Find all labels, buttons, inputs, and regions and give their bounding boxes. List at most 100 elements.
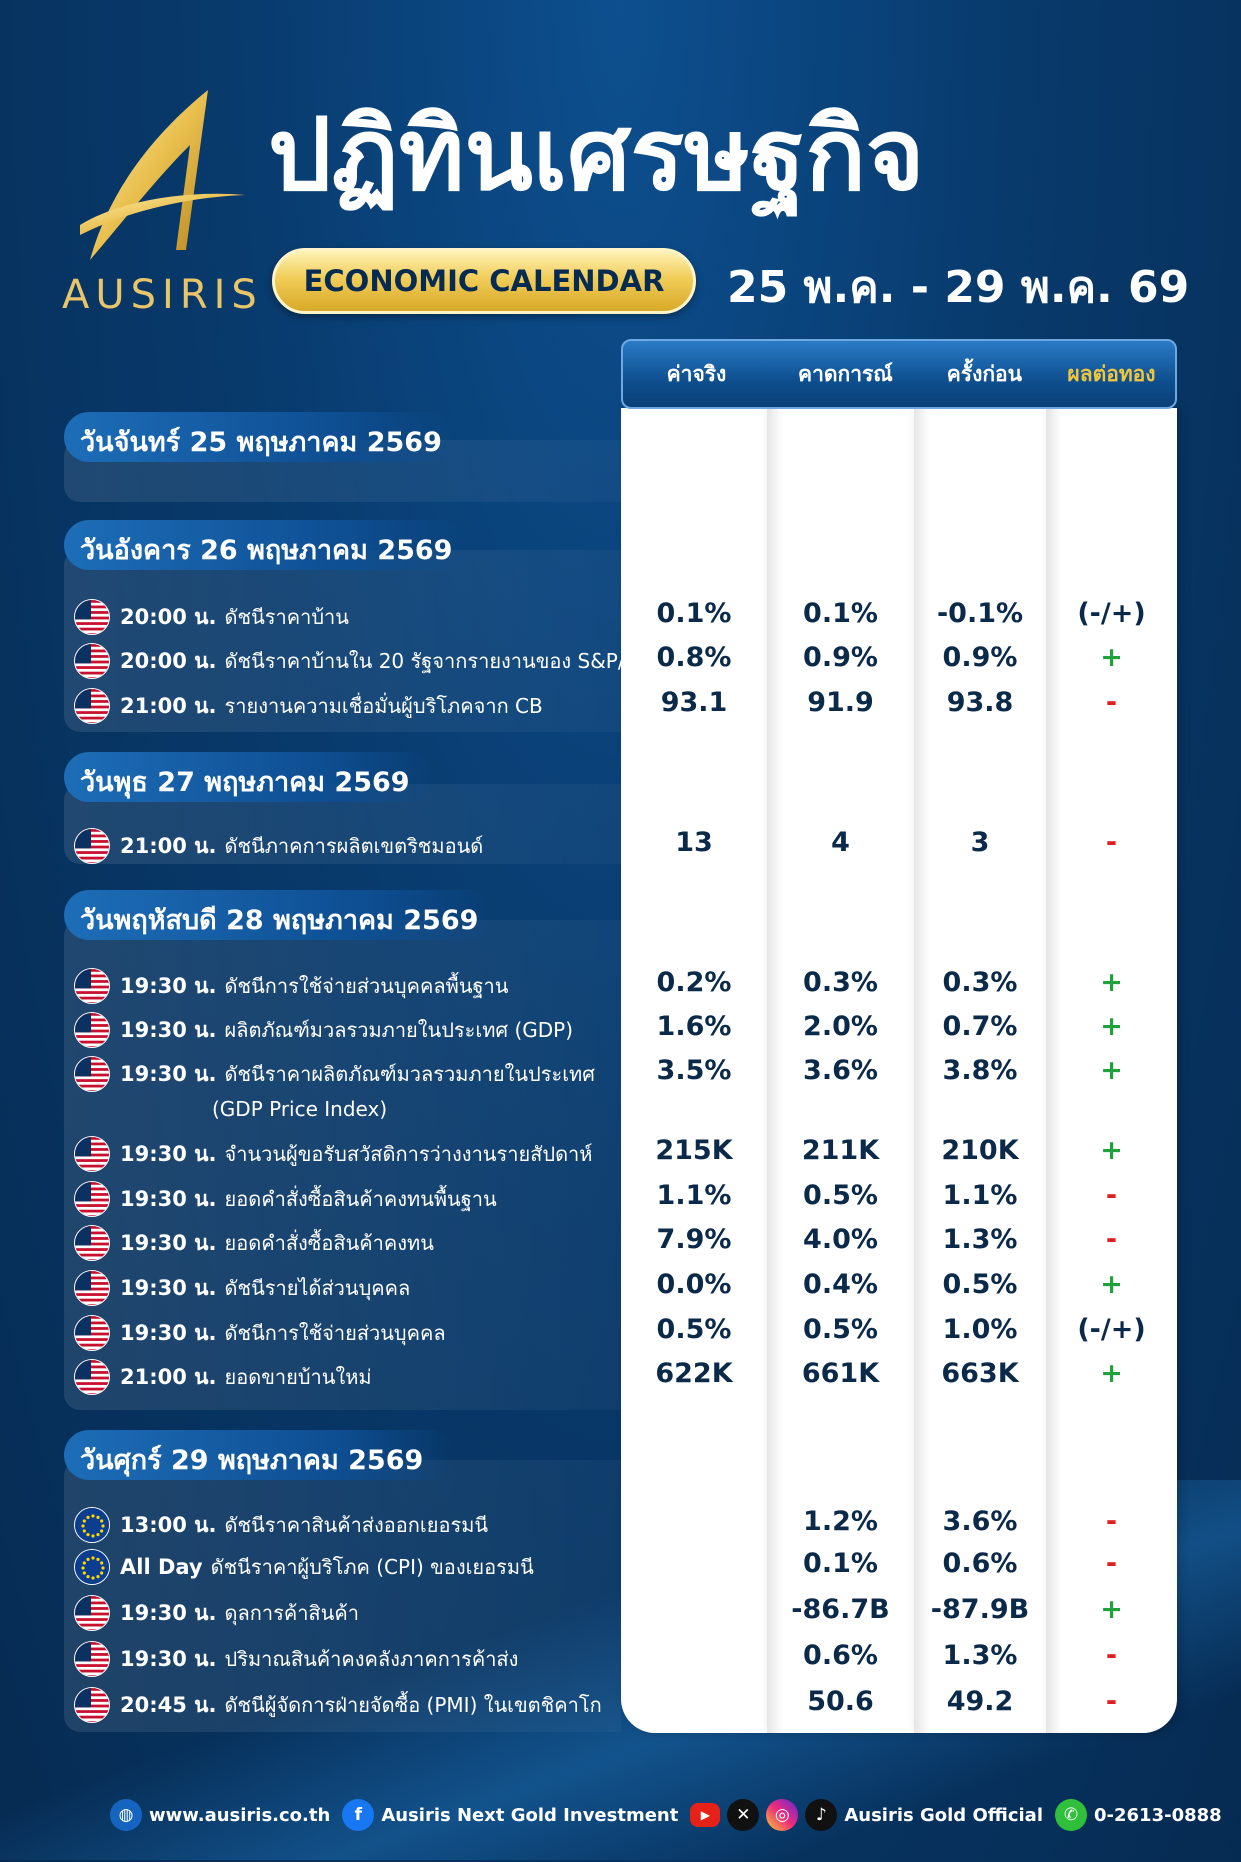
event-time: 21:00 น.: [120, 693, 217, 718]
event-time: 20:00 น.: [120, 604, 217, 629]
actual-value: 1.6%: [656, 1011, 732, 1042]
event-name: ยอดขายบ้านใหม่: [224, 1365, 372, 1389]
previous-value: 0.7%: [942, 1011, 1018, 1042]
forecast-value: 211K: [801, 1135, 880, 1166]
impact-value: +: [1100, 967, 1123, 998]
event-name: ดัชนีราคาสินค้าส่งออกเยอรมนี: [224, 1513, 489, 1537]
actual-value: 0.1%: [656, 598, 732, 629]
forecast-value: 1.2%: [803, 1506, 878, 1537]
previous-value: 0.3%: [942, 967, 1018, 998]
impact-value: +: [1100, 642, 1123, 673]
event-row: All Day ดัชนีราคาผู้บริโภค (CPI) ของเยอรม…: [74, 1549, 534, 1585]
actual-value: 93.1: [660, 687, 728, 718]
event-name: ยอดคำสั่งซื้อสินค้าคงทนพื้นฐาน: [224, 1187, 497, 1211]
impact-value: +: [1100, 1011, 1123, 1042]
us-flag-icon: [74, 643, 110, 679]
column-forecast: คาดการณ์: [798, 361, 893, 386]
eu-flag-icon: [74, 1507, 110, 1543]
facebook-page[interactable]: Ausiris Next Gold Investment: [381, 1804, 679, 1826]
phone-number[interactable]: 0-2613-0888: [1094, 1804, 1222, 1826]
event-row: 20:00 น. ดัชนีราคาบ้านใน 20 รัฐจากรายงานข…: [74, 643, 652, 679]
impact-value: -: [1105, 1640, 1118, 1671]
event-name: ดัชนีราคาผู้บริโภค (CPI) ของเยอรมนี: [210, 1555, 534, 1579]
event-time: All Day: [120, 1555, 203, 1579]
page-title: ปฏิทินเศรษฐกิจ: [268, 96, 925, 213]
forecast-value: 4.0%: [803, 1224, 878, 1255]
forecast-value: 0.5%: [803, 1180, 878, 1211]
event-row: 19:30 น. ดัชนีราคาผลิตภัณฑ์มวลรวมภายในประ…: [74, 1056, 595, 1092]
day-label: วันจันทร์ 25 พฤษภาคม 2569: [64, 412, 454, 462]
impact-value: +: [1100, 1594, 1123, 1625]
previous-value: 0.5%: [942, 1269, 1018, 1300]
us-flag-icon: [74, 1595, 110, 1631]
forecast-value: 91.9: [807, 687, 874, 718]
column-previous: ครั้งก่อน: [946, 361, 1023, 386]
event-name: ผลิตภัณฑ์มวลรวมภายในประเทศ (GDP): [224, 1018, 574, 1042]
event-name: ดุลการค้าสินค้า: [224, 1601, 359, 1625]
previous-value: 1.0%: [942, 1314, 1018, 1345]
impact-value: -: [1105, 1180, 1118, 1211]
column-gold-impact: ผลต่อทอง: [1067, 361, 1156, 386]
column-header: ค่าจริง คาดการณ์ ครั้งก่อน ผลต่อทอง: [621, 339, 1177, 409]
actual-value: 0.0%: [656, 1269, 732, 1300]
event-name: จำนวนผู้ขอรับสวัสดิการว่างงานรายสัปดาห์: [224, 1142, 593, 1166]
ausiris-logo: [80, 90, 245, 260]
event-time: 19:30 น.: [120, 1275, 217, 1300]
forecast-value: 0.5%: [803, 1314, 878, 1345]
instagram-icon[interactable]: ◎: [766, 1799, 799, 1831]
event-row: 19:30 น. จำนวนผู้ขอรับสวัสดิการว่างงานราย…: [74, 1136, 593, 1172]
us-flag-icon: [74, 1056, 110, 1092]
event-name: ดัชนีราคาบ้านใน 20 รัฐจากรายงานของ S&P/C…: [224, 649, 652, 673]
forecast-value: 50.6: [807, 1686, 874, 1717]
event-row: 21:00 น. รายงานความเชื่อมั่นผู้บริโภคจาก …: [74, 688, 543, 724]
us-flag-icon: [74, 968, 110, 1004]
us-flag-icon: [74, 1315, 110, 1351]
social-handle[interactable]: Ausiris Gold Official: [844, 1804, 1043, 1826]
forecast-value: 4: [831, 827, 850, 858]
event-row: 19:30 น. ดุลการค้าสินค้า: [74, 1595, 359, 1631]
brand-name: AUSIRIS: [62, 272, 263, 318]
event-row: 19:30 น. ดัชนีการใช้จ่ายส่วนบุคคลพื้นฐาน: [74, 968, 508, 1004]
forecast-value: 661K: [801, 1358, 880, 1389]
impact-value: +: [1100, 1055, 1123, 1086]
column-actual: ค่าจริง: [666, 361, 727, 386]
event-name: ดัชนีราคาผลิตภัณฑ์มวลรวมภายในประเทศ: [224, 1062, 595, 1086]
impact-value: -: [1105, 1224, 1118, 1255]
tiktok-icon[interactable]: ♪: [805, 1799, 838, 1831]
us-flag-icon: [74, 1359, 110, 1395]
forecast-value: 0.1%: [803, 1548, 878, 1579]
impact-value: -: [1105, 827, 1118, 858]
event-row: 20:45 น. ดัชนีผู้จัดการฝ่ายจัดซื้อ (PMI) …: [74, 1687, 602, 1723]
forecast-value: 3.6%: [803, 1055, 878, 1086]
event-row: 19:30 น. ยอดคำสั่งซื้อสินค้าคงทนพื้นฐาน: [74, 1181, 497, 1217]
us-flag-icon: [74, 1225, 110, 1261]
youtube-icon[interactable]: ▶: [690, 1803, 721, 1827]
forecast-value: 0.1%: [803, 598, 878, 629]
previous-value: 93.8: [946, 687, 1014, 718]
forecast-value: 0.9%: [803, 642, 878, 673]
facebook-icon[interactable]: f: [342, 1799, 375, 1831]
x-icon[interactable]: ✕: [727, 1799, 760, 1831]
impact-value: -: [1105, 1548, 1118, 1579]
previous-value: 3: [970, 827, 990, 858]
day-section: [64, 550, 621, 732]
previous-value: 3.8%: [942, 1055, 1018, 1086]
event-row: 19:30 น. ผลิตภัณฑ์มวลรวมภายในประเทศ (GDP): [74, 1012, 574, 1048]
actual-value: 13: [675, 827, 713, 858]
impact-value: +: [1100, 1135, 1123, 1166]
website-link[interactable]: www.ausiris.co.th: [149, 1804, 331, 1826]
globe-icon: ◍: [110, 1799, 142, 1831]
impact-column: [1046, 408, 1177, 1733]
previous-value: 663K: [941, 1358, 1019, 1389]
us-flag-icon: [74, 688, 110, 724]
impact-value: +: [1100, 1269, 1123, 1300]
event-row: 20:00 น. ดัชนีราคาบ้าน: [74, 599, 349, 635]
day-label: วันอังคาร 26 พฤษภาคม 2569: [64, 520, 469, 570]
forecast-value: 0.3%: [803, 967, 878, 998]
phone-icon[interactable]: ✆: [1055, 1799, 1087, 1831]
event-name: ปริมาณสินค้าคงคลังภาคการค้าส่ง: [224, 1647, 519, 1671]
forecast-value: 0.6%: [803, 1640, 878, 1671]
event-time: 13:00 น.: [120, 1512, 217, 1537]
impact-value: (-/+): [1077, 1314, 1146, 1345]
forecast-value: 2.0%: [803, 1011, 878, 1042]
